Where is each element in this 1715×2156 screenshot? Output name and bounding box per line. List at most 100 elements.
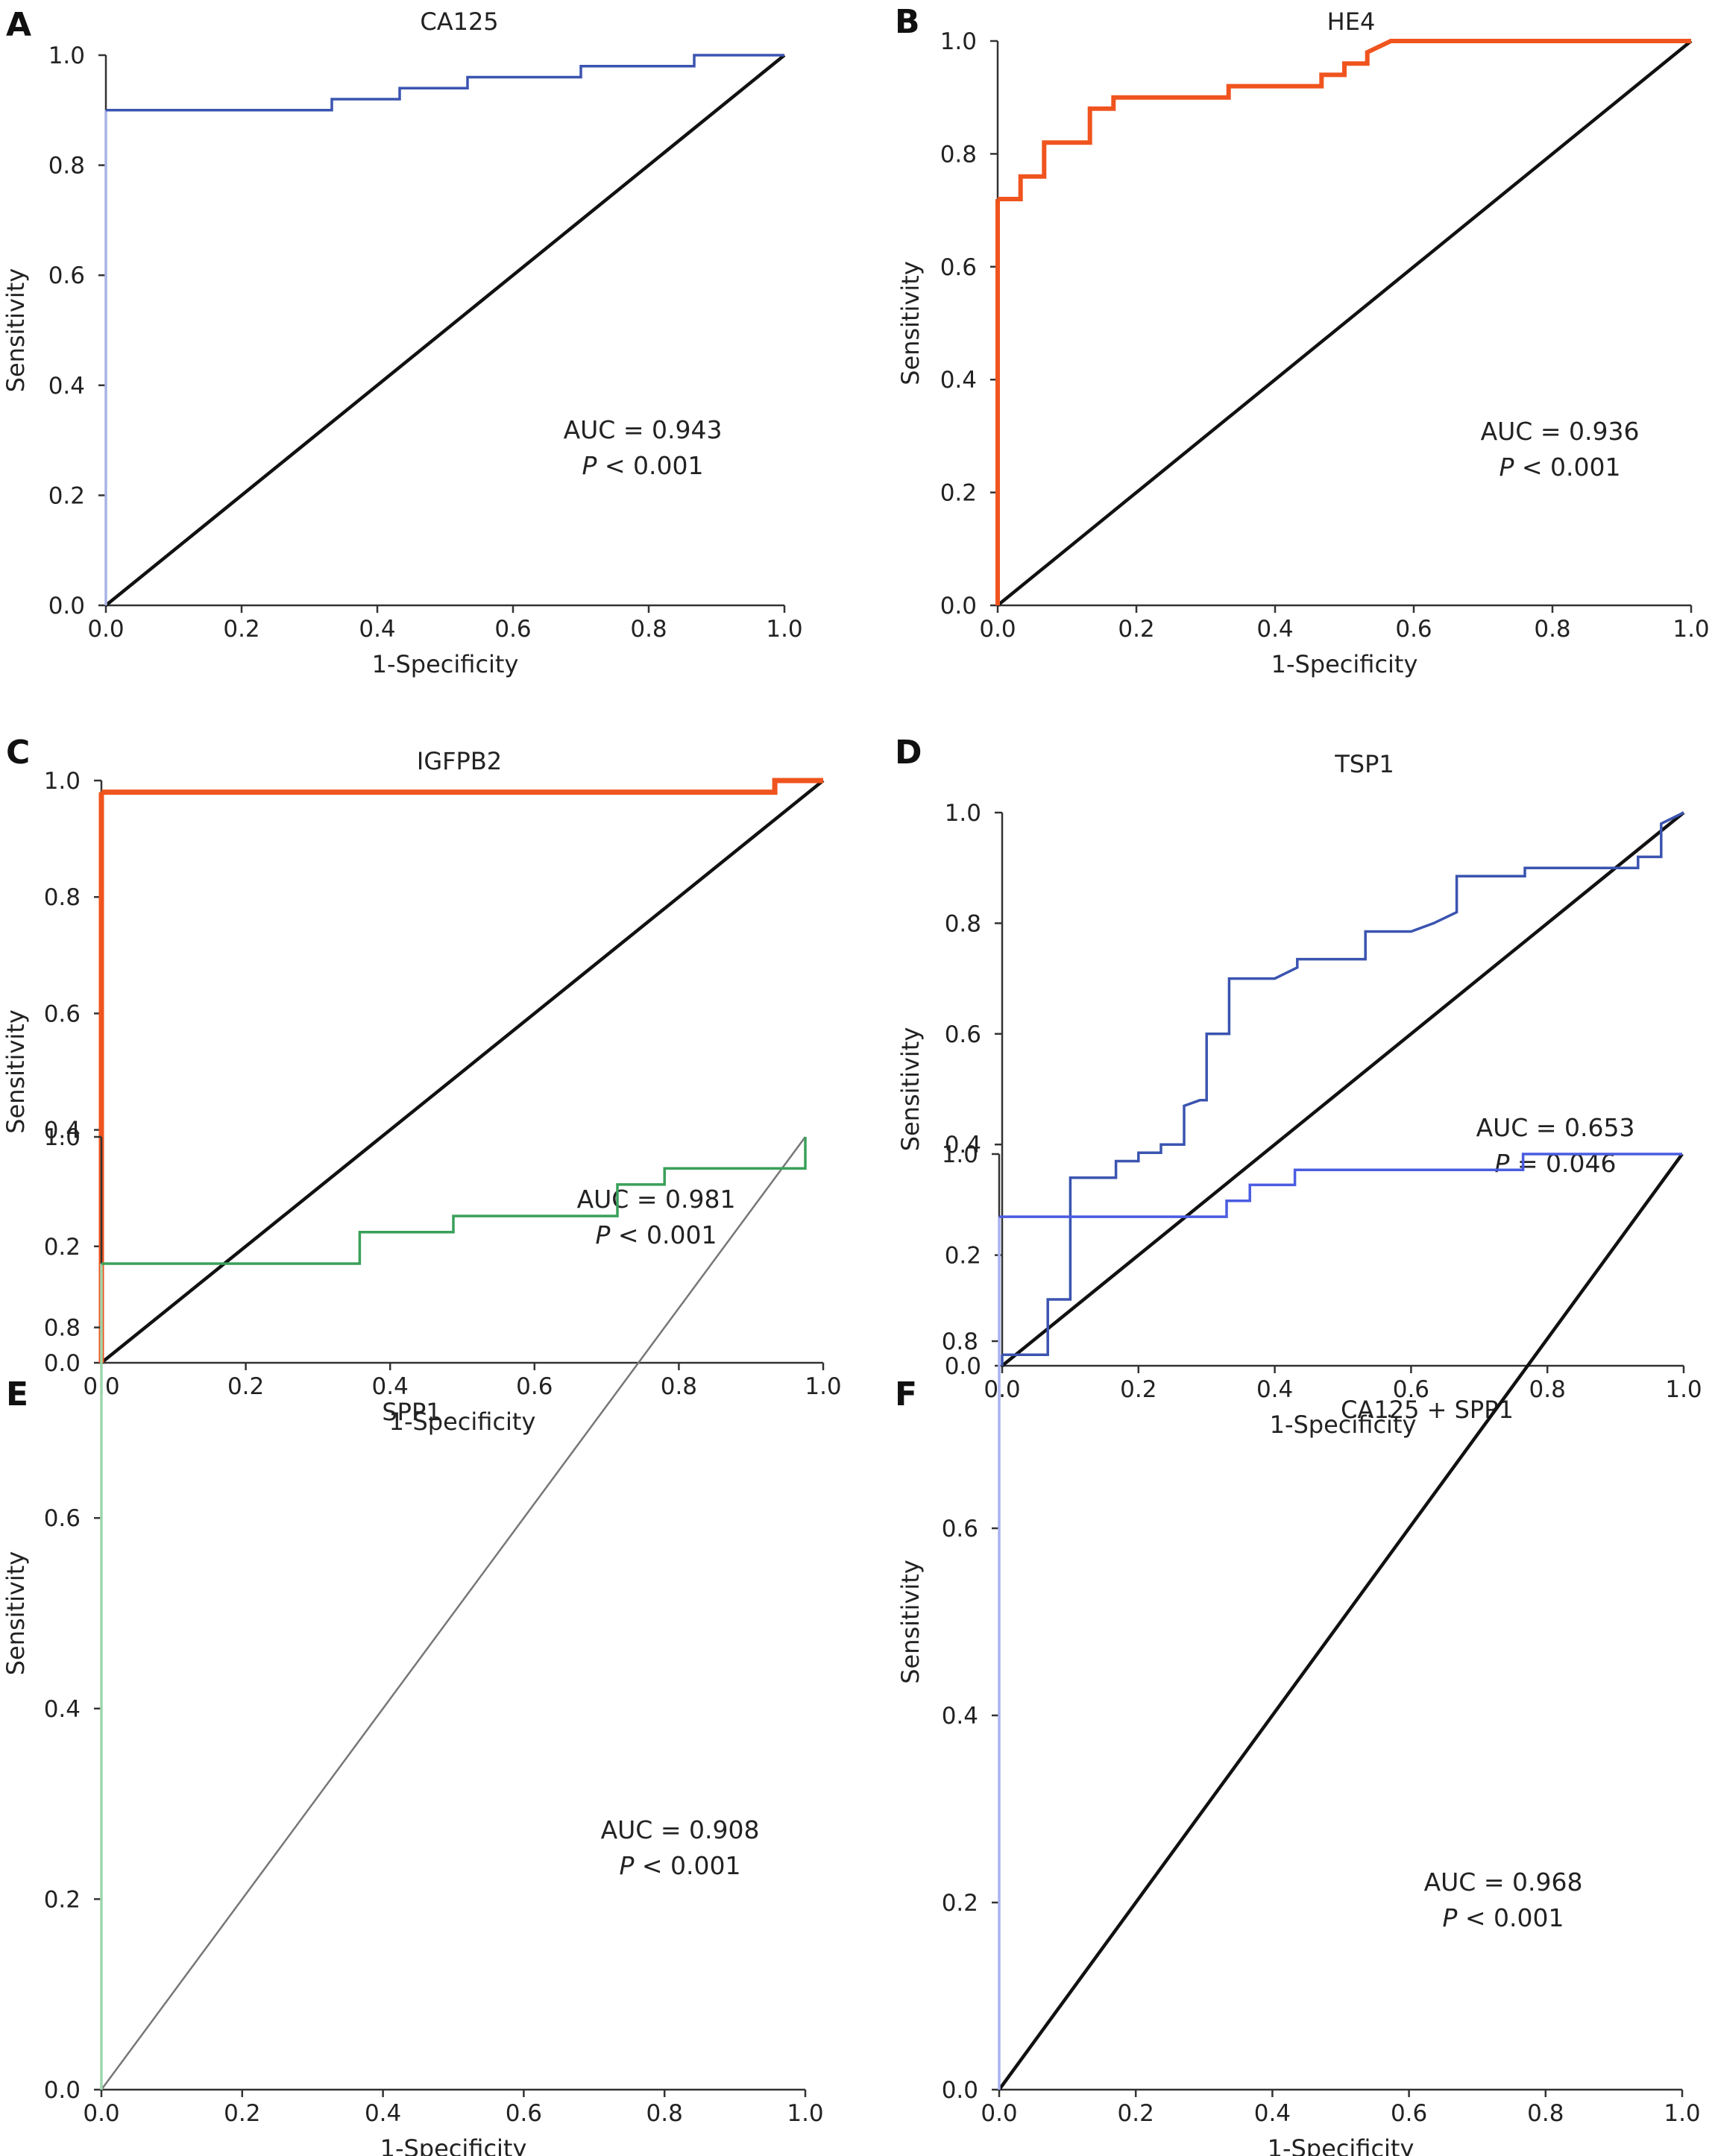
p-value: < 0.001 xyxy=(1514,453,1620,482)
y-tick-label: 1.0 xyxy=(44,1124,81,1151)
y-tick-label: 0.2 xyxy=(44,1886,81,1913)
y-tick-label: 0.4 xyxy=(48,373,85,400)
p-value-label: P < 0.001 xyxy=(619,1851,740,1880)
y-tick-label: 0.8 xyxy=(940,141,977,168)
y-tick-label: 0.2 xyxy=(945,1243,981,1270)
x-tick-label: 0.4 xyxy=(1256,1376,1293,1403)
y-tick-label: 0.4 xyxy=(945,1132,981,1159)
x-axis-label: 1-Specificity xyxy=(1271,650,1418,678)
x-tick-label: 0.8 xyxy=(661,1373,697,1400)
auc-label: AUC = 0.653 xyxy=(1476,1113,1635,1142)
y-tick-label: 1.0 xyxy=(940,28,977,55)
y-tick-label: 0.4 xyxy=(44,1696,81,1723)
p-value: < 0.001 xyxy=(610,1220,717,1249)
p-value: < 0.001 xyxy=(634,1851,740,1880)
auc-label: AUC = 0.981 xyxy=(577,1185,736,1214)
x-tick-label: 0.2 xyxy=(1120,1376,1157,1403)
x-tick-label: 0.8 xyxy=(630,616,667,643)
x-tick-label: 0.0 xyxy=(83,2100,119,2127)
p-value: < 0.001 xyxy=(1457,1903,1564,1932)
x-tick-label: 0.4 xyxy=(1256,616,1293,643)
panel-letter: F xyxy=(895,1375,917,1413)
x-axis-label: 1-Specificity xyxy=(1268,2134,1415,2156)
x-tick-label: 0.4 xyxy=(372,1373,409,1400)
auc-label: AUC = 0.968 xyxy=(1424,1867,1583,1897)
reference-diagonal xyxy=(104,54,786,607)
x-tick-label: 0.2 xyxy=(1118,2100,1154,2127)
roc-panel-e: E SPP1 0.0 0.2 0.4 0.6 0.8 1.0 0.0 0.2 0.4 0.6 0.8 1.… xyxy=(1,1124,824,2156)
y-tick-label: 0.0 xyxy=(48,593,85,620)
panel-letter: A xyxy=(6,6,31,44)
y-tick-label: 0.4 xyxy=(44,1118,81,1144)
chart-title: SPP1 xyxy=(382,1398,441,1426)
roc-curve xyxy=(101,1137,807,1265)
y-axis-label: Sensitivity xyxy=(1,1009,30,1134)
roc-panel-a: A CA125 0.0 0.2 0.4 0.6 0.8 1.0 0.0 0.2 0.4 0.6 0.8 1… xyxy=(1,6,803,678)
p-symbol: P xyxy=(1442,1903,1457,1932)
x-tick-label: 0.6 xyxy=(1393,1376,1429,1403)
roc-curve xyxy=(1002,811,1684,1356)
y-axis-label: Sensitivity xyxy=(1,1551,30,1676)
reference-diagonal xyxy=(996,40,1693,607)
x-axis-label: 1-Specificity xyxy=(389,1408,536,1436)
p-symbol: P xyxy=(582,451,597,480)
y-axis-label: Sensitivity xyxy=(896,1560,925,1684)
x-tick-label: 0.8 xyxy=(1529,1376,1566,1403)
x-tick-label: 1.0 xyxy=(1665,1376,1702,1403)
p-symbol: P xyxy=(1499,453,1514,482)
y-tick-label: 0.4 xyxy=(942,1703,978,1730)
y-tick-label: 0.6 xyxy=(940,254,977,281)
p-value-label: P < 0.001 xyxy=(582,451,703,480)
x-tick-label: 0.2 xyxy=(224,2100,260,2127)
x-tick-label: 0.8 xyxy=(1534,616,1570,643)
x-tick-label: 0.0 xyxy=(981,2100,1017,2127)
reference-diagonal xyxy=(100,1136,807,2090)
y-tick-label: 0.6 xyxy=(44,1505,81,1532)
chart-title: CA125 xyxy=(420,7,498,36)
chart-title: CA125 + SPP1 xyxy=(1341,1396,1514,1424)
auc-label: AUC = 0.908 xyxy=(601,1815,760,1844)
x-tick-label: 0.4 xyxy=(1254,2100,1291,2127)
roc-curve xyxy=(101,778,823,795)
x-tick-label: 0.0 xyxy=(984,1376,1020,1403)
y-tick-label: 1.0 xyxy=(48,42,85,69)
auc-label: AUC = 0.936 xyxy=(1481,417,1640,446)
y-tick-label: 0.0 xyxy=(940,593,977,620)
y-tick-label: 0.8 xyxy=(945,910,981,937)
x-axis-label: 1-Specificity xyxy=(380,2134,527,2156)
panel-letter: C xyxy=(6,734,30,772)
roc-curve xyxy=(998,39,1691,201)
y-tick-label: 0.0 xyxy=(945,1353,981,1380)
y-tick-label: 0.2 xyxy=(942,1890,978,1917)
y-tick-label: 0.8 xyxy=(942,1328,978,1355)
auc-label: AUC = 0.943 xyxy=(564,415,723,444)
x-tick-label: 0.6 xyxy=(506,2100,542,2127)
x-tick-label: 0.0 xyxy=(979,616,1016,643)
x-tick-label: 0.4 xyxy=(365,2100,401,2127)
y-tick-label: 0.2 xyxy=(940,480,977,507)
p-value-label: P < 0.001 xyxy=(1442,1903,1564,1932)
y-tick-label: 0.0 xyxy=(942,2077,978,2104)
p-value: < 0.001 xyxy=(597,451,703,480)
y-tick-label: 0.6 xyxy=(942,1516,978,1542)
y-axis-label: Sensitivity xyxy=(896,1027,925,1152)
reference-diagonal xyxy=(100,779,825,1364)
x-tick-label: 0.6 xyxy=(516,1373,553,1400)
x-tick-label: 0.2 xyxy=(1118,616,1154,643)
reference-diagonal xyxy=(1001,811,1685,1367)
panel-letter: D xyxy=(895,734,922,772)
y-tick-label: 0.6 xyxy=(945,1021,981,1048)
y-tick-label: 0.2 xyxy=(44,1234,81,1261)
x-axis-label: 1-Specificity xyxy=(1270,1410,1417,1439)
y-axis-label: Sensitivity xyxy=(1,268,30,393)
y-tick-label: 0.0 xyxy=(44,2077,81,2104)
y-tick-label: 0.8 xyxy=(48,153,85,180)
panel-letter: E xyxy=(6,1375,28,1413)
p-symbol: P xyxy=(1494,1149,1509,1178)
x-tick-label: 1.0 xyxy=(787,2100,823,2127)
chart-title: TSP1 xyxy=(1334,750,1394,778)
x-tick-label: 1.0 xyxy=(766,616,802,643)
x-tick-label: 0.8 xyxy=(1527,2100,1564,2127)
